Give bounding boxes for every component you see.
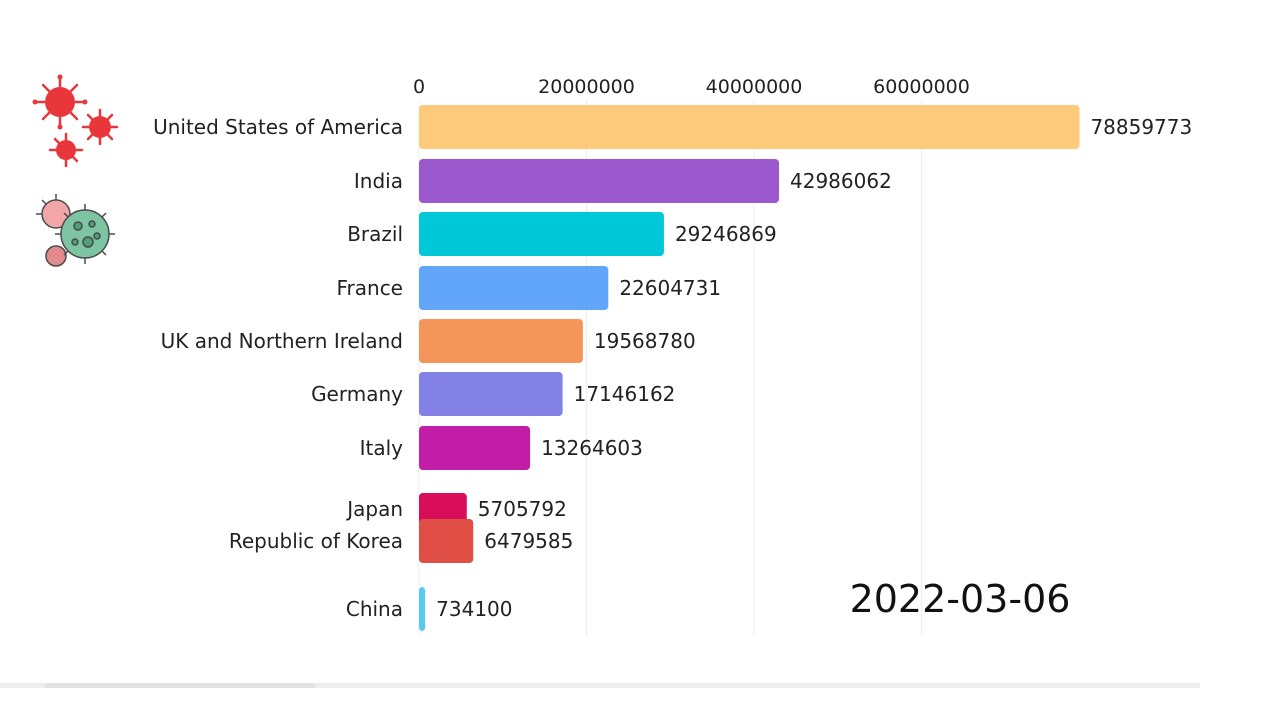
value-label: 19568780 [594, 329, 696, 353]
x-axis-ticks: 0 20000000 40000000 60000000 [413, 76, 970, 98]
bottom-divider [0, 683, 1200, 688]
bar-group: United States of America 78859773 [153, 105, 1192, 149]
country-label: India [354, 169, 403, 193]
bottom-divider-shade [45, 683, 315, 688]
country-label: United States of America [153, 115, 403, 139]
bar-group: UK and Northern Ireland 19568780 [161, 319, 696, 363]
country-label: France [336, 276, 403, 300]
bar [419, 159, 780, 203]
value-label: 6479585 [484, 529, 573, 553]
bar [419, 372, 563, 416]
bar [419, 266, 609, 310]
country-label: China [346, 597, 403, 621]
country-label: Germany [311, 382, 403, 406]
bar [419, 587, 426, 631]
country-label: Japan [345, 497, 403, 521]
bar [419, 319, 583, 363]
country-label: Republic of Korea [229, 529, 403, 553]
value-label: 78859773 [1090, 115, 1192, 139]
x-tick-label: 60000000 [873, 76, 970, 98]
bar [419, 493, 467, 525]
date-label: 2022-03-06 [850, 577, 1071, 621]
bar-group: Germany 17146162 [311, 372, 675, 416]
red-virus-cluster-icon [32, 74, 119, 168]
country-label: Italy [360, 436, 404, 460]
value-label: 22604731 [619, 276, 721, 300]
value-label: 734100 [436, 597, 512, 621]
value-label: 42986062 [790, 169, 892, 193]
value-label: 29246869 [675, 222, 777, 246]
x-tick-label: 40000000 [706, 76, 803, 98]
value-label: 17146162 [574, 382, 676, 406]
country-label: Brazil [347, 222, 403, 246]
bar-group: Japan 5705792 [345, 493, 567, 525]
bar-group: Brazil 29246869 [347, 212, 777, 256]
bar-group: Republic of Korea 6479585 [229, 519, 573, 563]
bar [419, 426, 531, 470]
green-virus-icon [36, 194, 115, 267]
bars: United States of America 78859773 India 429… [153, 105, 1192, 631]
bar [419, 212, 664, 256]
x-tick-label: 20000000 [538, 76, 635, 98]
bar-group: China 734100 [346, 587, 513, 631]
country-label: UK and Northern Ireland [161, 329, 403, 353]
value-label: 13264603 [541, 436, 643, 460]
bar [419, 519, 474, 563]
x-tick-label: 0 [413, 76, 425, 98]
value-label: 5705792 [478, 497, 567, 521]
bar-group: India 42986062 [354, 159, 892, 203]
bar-group: France 22604731 [336, 266, 721, 310]
bar [419, 105, 1080, 149]
bar-group: Italy 13264603 [360, 426, 643, 470]
